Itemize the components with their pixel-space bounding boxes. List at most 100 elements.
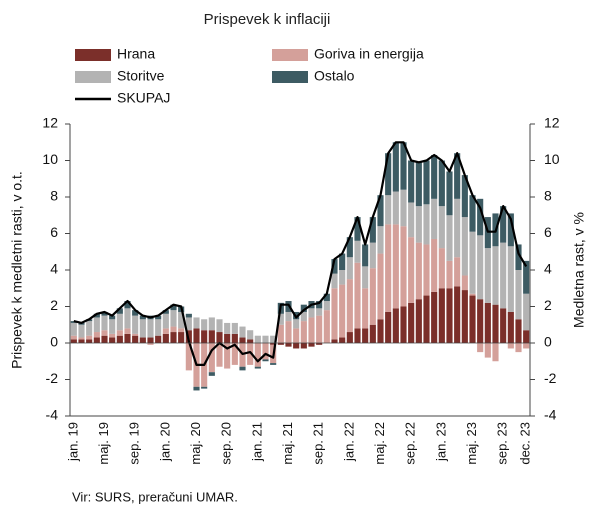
bar-segment bbox=[354, 262, 361, 329]
bar-segment bbox=[339, 270, 346, 285]
bar-segment bbox=[477, 343, 484, 353]
bar-segment bbox=[116, 313, 123, 331]
bar-segment bbox=[132, 310, 139, 316]
legend-swatch bbox=[75, 71, 111, 83]
bar-segment bbox=[193, 328, 200, 343]
bar-segment bbox=[339, 253, 346, 270]
bar-segment bbox=[254, 335, 261, 343]
bar-segment bbox=[231, 343, 238, 365]
bar-segment bbox=[116, 330, 123, 336]
bar-segment bbox=[523, 330, 530, 343]
y-tick-label: -4 bbox=[46, 407, 59, 423]
bar-segment bbox=[385, 195, 392, 225]
y2-tick-label: 12 bbox=[544, 115, 560, 131]
y2-tick-label: 6 bbox=[544, 224, 552, 240]
y2-axis-label: Medletna rast, v % bbox=[571, 212, 587, 328]
bar-segment bbox=[132, 335, 139, 343]
bar-segment bbox=[178, 328, 185, 333]
bar-segment bbox=[208, 317, 215, 331]
bar-segment bbox=[523, 343, 530, 349]
x-tick-label: maj. 20 bbox=[188, 422, 203, 465]
bar-segment bbox=[170, 326, 177, 333]
bar-segment bbox=[162, 310, 169, 314]
bar-segment bbox=[507, 246, 514, 312]
bar-segment bbox=[408, 237, 415, 303]
bar-segment bbox=[408, 160, 415, 203]
bar-segment bbox=[377, 319, 384, 343]
bar-segment bbox=[346, 332, 353, 343]
bar-segment bbox=[369, 217, 376, 243]
bar-segment bbox=[454, 257, 461, 287]
bar-segment bbox=[515, 270, 522, 320]
bar-segment bbox=[431, 198, 438, 239]
bar-segment bbox=[515, 319, 522, 343]
bar-segment bbox=[208, 372, 215, 376]
bar-segment bbox=[461, 217, 468, 276]
bar-segment bbox=[93, 332, 100, 338]
bar-segment bbox=[308, 317, 315, 343]
x-tick-label: maj. 23 bbox=[464, 422, 479, 465]
bar-segment bbox=[354, 328, 361, 343]
bar-segment bbox=[216, 343, 223, 367]
bar-segment bbox=[139, 337, 146, 343]
bar-segment bbox=[415, 206, 422, 243]
bar-segment bbox=[469, 293, 476, 296]
x-tick-label: jan. 21 bbox=[249, 422, 264, 462]
bar-segment bbox=[408, 302, 415, 343]
bar-segment bbox=[293, 319, 300, 329]
bar-segment bbox=[385, 311, 392, 343]
bar-segment bbox=[109, 333, 116, 338]
bar-segment bbox=[208, 343, 215, 373]
legend-label: Hrana bbox=[117, 46, 155, 62]
bar-segment bbox=[377, 226, 384, 254]
bar-segment bbox=[454, 198, 461, 258]
bar-segment bbox=[124, 308, 131, 329]
bar-segment bbox=[277, 324, 284, 343]
x-tick-label: jan. 20 bbox=[157, 422, 172, 462]
bar-segment bbox=[346, 279, 353, 333]
y-tick-label: 2 bbox=[50, 297, 58, 313]
bar-segment bbox=[270, 335, 277, 343]
bar-segment bbox=[438, 248, 445, 289]
bar-segment bbox=[262, 335, 269, 343]
bar-segment bbox=[500, 308, 507, 343]
total-line bbox=[73, 141, 528, 366]
bar-segment bbox=[461, 275, 468, 291]
bar-segment bbox=[70, 335, 77, 340]
bar-segment bbox=[224, 322, 231, 334]
bar-segment bbox=[116, 335, 123, 343]
bar-segment bbox=[308, 308, 315, 318]
bar-segment bbox=[507, 213, 514, 247]
bar-segment bbox=[331, 259, 338, 274]
bar-segment bbox=[492, 304, 499, 343]
legend-label: Goriva in energija bbox=[314, 46, 424, 62]
bar-segment bbox=[231, 322, 238, 334]
y-tick-label: 6 bbox=[50, 224, 58, 240]
bar-segment bbox=[323, 301, 330, 311]
bar-segment bbox=[78, 339, 85, 343]
legend-swatch bbox=[75, 49, 111, 61]
bar-segment bbox=[400, 226, 407, 307]
x-tick-label: sep. 20 bbox=[219, 422, 234, 465]
bar-segment bbox=[247, 339, 254, 343]
x-tick-label: jan. 22 bbox=[341, 422, 356, 462]
bar-segment bbox=[147, 343, 154, 345]
y-tick-label: -2 bbox=[46, 370, 59, 386]
bar-segment bbox=[469, 195, 476, 232]
bar-segment bbox=[109, 337, 116, 343]
bar-segment bbox=[124, 301, 131, 309]
y-tick-label: 0 bbox=[50, 334, 58, 350]
bar-segment bbox=[254, 366, 261, 369]
bar-segment bbox=[86, 335, 93, 340]
y2-tick-label: 4 bbox=[544, 261, 552, 277]
bar-segment bbox=[101, 311, 108, 316]
bar-segment bbox=[300, 343, 307, 349]
bar-segment bbox=[392, 142, 399, 192]
bar-segment bbox=[277, 343, 284, 345]
x-tick-label: maj. 21 bbox=[280, 422, 295, 465]
bar-segment bbox=[438, 206, 445, 249]
bar-segment bbox=[346, 257, 353, 280]
bar-segment bbox=[446, 171, 453, 216]
x-tick-label: dec. 23 bbox=[518, 422, 533, 465]
bar-segment bbox=[293, 343, 300, 349]
